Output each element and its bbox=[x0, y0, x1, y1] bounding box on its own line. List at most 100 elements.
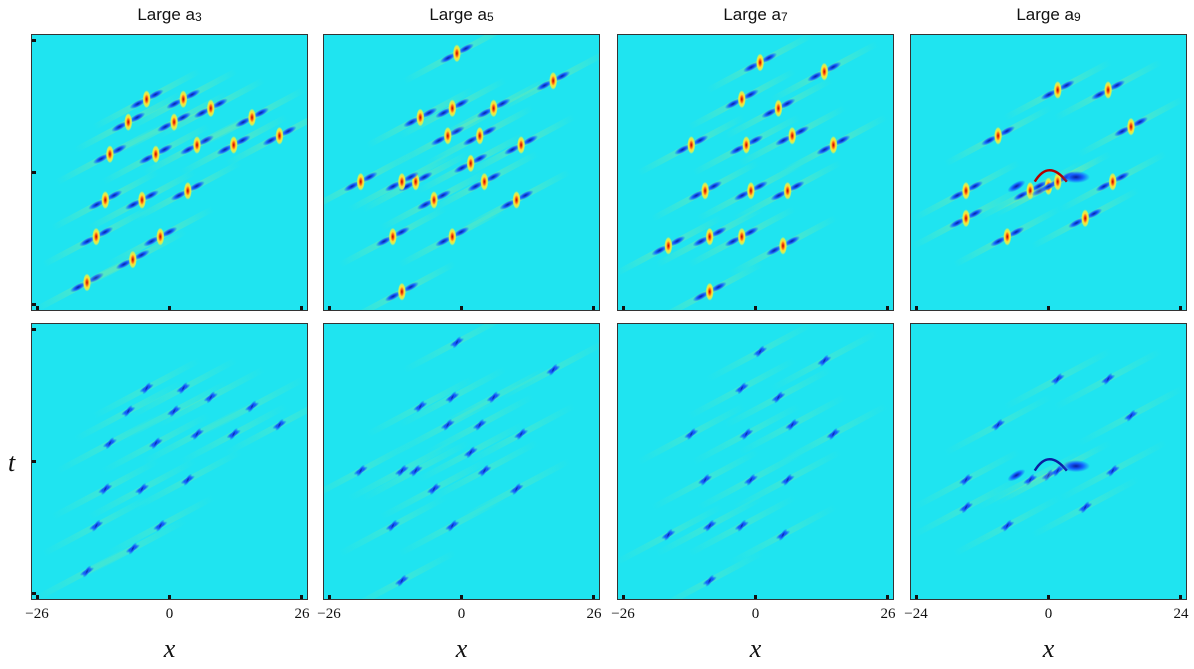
intensity-peak-7 bbox=[133, 159, 243, 222]
intensity-peak-14 bbox=[397, 77, 507, 140]
phase-singularity-9 bbox=[416, 421, 526, 484]
intensity-peak-13 bbox=[687, 68, 797, 131]
heatmap-svg bbox=[618, 324, 893, 599]
phase-singularity-5 bbox=[379, 458, 489, 520]
x-tick-label: −24 bbox=[904, 606, 928, 622]
intensity-peak-9 bbox=[101, 123, 211, 186]
phase-singularity-14 bbox=[156, 366, 266, 429]
intensity-peak-6 bbox=[87, 169, 197, 231]
y-tick-mark bbox=[32, 303, 36, 306]
phase-singularity-13 bbox=[119, 380, 229, 442]
panel-title-main: Large a bbox=[137, 5, 195, 24]
phase-singularity-17 bbox=[128, 357, 238, 420]
phase-singularity-6 bbox=[1030, 476, 1140, 539]
y-tick-mark bbox=[32, 460, 36, 463]
y-axis-label: t bbox=[8, 448, 16, 477]
intensity-peak-12 bbox=[1076, 95, 1186, 158]
x-tick-mark bbox=[622, 595, 625, 599]
x-tick-mark bbox=[754, 595, 757, 599]
heatmap-svg bbox=[324, 35, 599, 310]
x-tick-mark bbox=[915, 595, 918, 599]
phase-singularity-15 bbox=[439, 366, 548, 429]
x-tick-mark bbox=[1047, 595, 1050, 599]
panel-title-main: Large a bbox=[1016, 5, 1074, 24]
intensity-peak-17 bbox=[128, 68, 238, 131]
phase-singularity-10 bbox=[1003, 348, 1113, 410]
intensity-peak-1 bbox=[911, 187, 1021, 250]
heatmap-panel-intensity-3 bbox=[617, 34, 894, 311]
phase-singularity-12 bbox=[73, 380, 183, 442]
intensity-peak-16 bbox=[92, 68, 201, 131]
x-axis-label: x bbox=[749, 634, 762, 663]
panel-title-3: Large a7 bbox=[723, 5, 787, 25]
phase-singularity-5 bbox=[728, 503, 838, 566]
panel-title-subscript: 9 bbox=[1073, 10, 1081, 24]
phase-singularity-9 bbox=[943, 393, 1053, 456]
phase-singularity-16 bbox=[402, 324, 512, 374]
phase-singularity-9 bbox=[636, 403, 746, 465]
intensity-peak-18 bbox=[347, 150, 457, 213]
phase-singularity-12 bbox=[1076, 384, 1186, 447]
x-tick-mark bbox=[328, 306, 331, 310]
x-tick-label: 0 bbox=[751, 606, 760, 622]
intensity-peak-7 bbox=[696, 159, 806, 222]
intensity-peak-9 bbox=[636, 114, 746, 176]
panel-title-subscript: 5 bbox=[486, 10, 494, 24]
y-tick-mark bbox=[32, 171, 36, 174]
x-tick-label: 26 bbox=[880, 606, 896, 622]
phase-singularity-2 bbox=[952, 494, 1062, 557]
x-axis-label: x bbox=[455, 634, 468, 663]
panel-title-4: Large a9 bbox=[1016, 5, 1080, 25]
x-tick-label: 24 bbox=[1173, 606, 1189, 622]
x-tick-label: 26 bbox=[586, 606, 602, 622]
panel-title-main: Large a bbox=[429, 5, 487, 24]
intensity-peak-1 bbox=[655, 260, 765, 310]
x-tick-label: 26 bbox=[294, 606, 310, 622]
intensity-peak-10 bbox=[691, 114, 801, 176]
intensity-peak-3 bbox=[655, 205, 765, 268]
central-wall-structure bbox=[1007, 457, 1090, 482]
intensity-peak-7 bbox=[911, 159, 1021, 222]
heatmap-panel-phase-4 bbox=[910, 323, 1187, 600]
intensity-peak-15 bbox=[197, 86, 307, 149]
intensity-peak-11 bbox=[737, 104, 847, 167]
panel-title-main: Large a bbox=[723, 5, 781, 24]
intensity-peak-2 bbox=[952, 205, 1062, 268]
x-tick-mark bbox=[886, 595, 889, 599]
phase-singularity-6 bbox=[87, 458, 197, 520]
x-tick-label: 0 bbox=[1044, 606, 1053, 622]
phase-singularity-7 bbox=[133, 448, 243, 511]
x-tick-mark bbox=[300, 306, 303, 310]
phase-singularity-7 bbox=[696, 448, 806, 511]
x-tick-mark bbox=[592, 306, 595, 310]
intensity-peak-11 bbox=[179, 114, 289, 176]
intensity-peak-5 bbox=[728, 214, 838, 277]
intensity-peak-14 bbox=[724, 77, 833, 140]
x-tick-mark bbox=[168, 306, 171, 310]
x-tick-mark bbox=[754, 306, 757, 310]
x-axis-label: x bbox=[163, 634, 176, 663]
intensity-peak-16 bbox=[402, 35, 512, 85]
intensity-peak-2 bbox=[618, 214, 723, 277]
y-tick-mark bbox=[32, 592, 36, 595]
intensity-peak-11 bbox=[425, 104, 535, 167]
intensity-peak-14 bbox=[156, 77, 266, 140]
phase-singularity-17 bbox=[498, 338, 599, 401]
phase-singularity-12 bbox=[779, 403, 888, 465]
intensity-peak-12 bbox=[779, 114, 888, 176]
x-tick-label: −26 bbox=[25, 606, 49, 622]
x-tick-mark bbox=[36, 306, 39, 310]
phase-singularity-5 bbox=[1003, 439, 1113, 502]
phase-singularity-18 bbox=[347, 439, 457, 502]
heatmap-svg bbox=[324, 324, 599, 599]
intensity-peak-10 bbox=[1003, 59, 1113, 121]
phase-singularity-8 bbox=[361, 439, 471, 502]
intensity-peak-6 bbox=[650, 159, 760, 222]
phase-singularity-6 bbox=[462, 458, 571, 520]
x-tick-mark bbox=[1179, 306, 1182, 310]
heatmap-svg bbox=[618, 35, 893, 310]
x-tick-mark bbox=[592, 595, 595, 599]
phase-singularity-4 bbox=[430, 439, 539, 502]
x-tick-mark bbox=[460, 306, 463, 310]
x-tick-mark bbox=[328, 595, 331, 599]
